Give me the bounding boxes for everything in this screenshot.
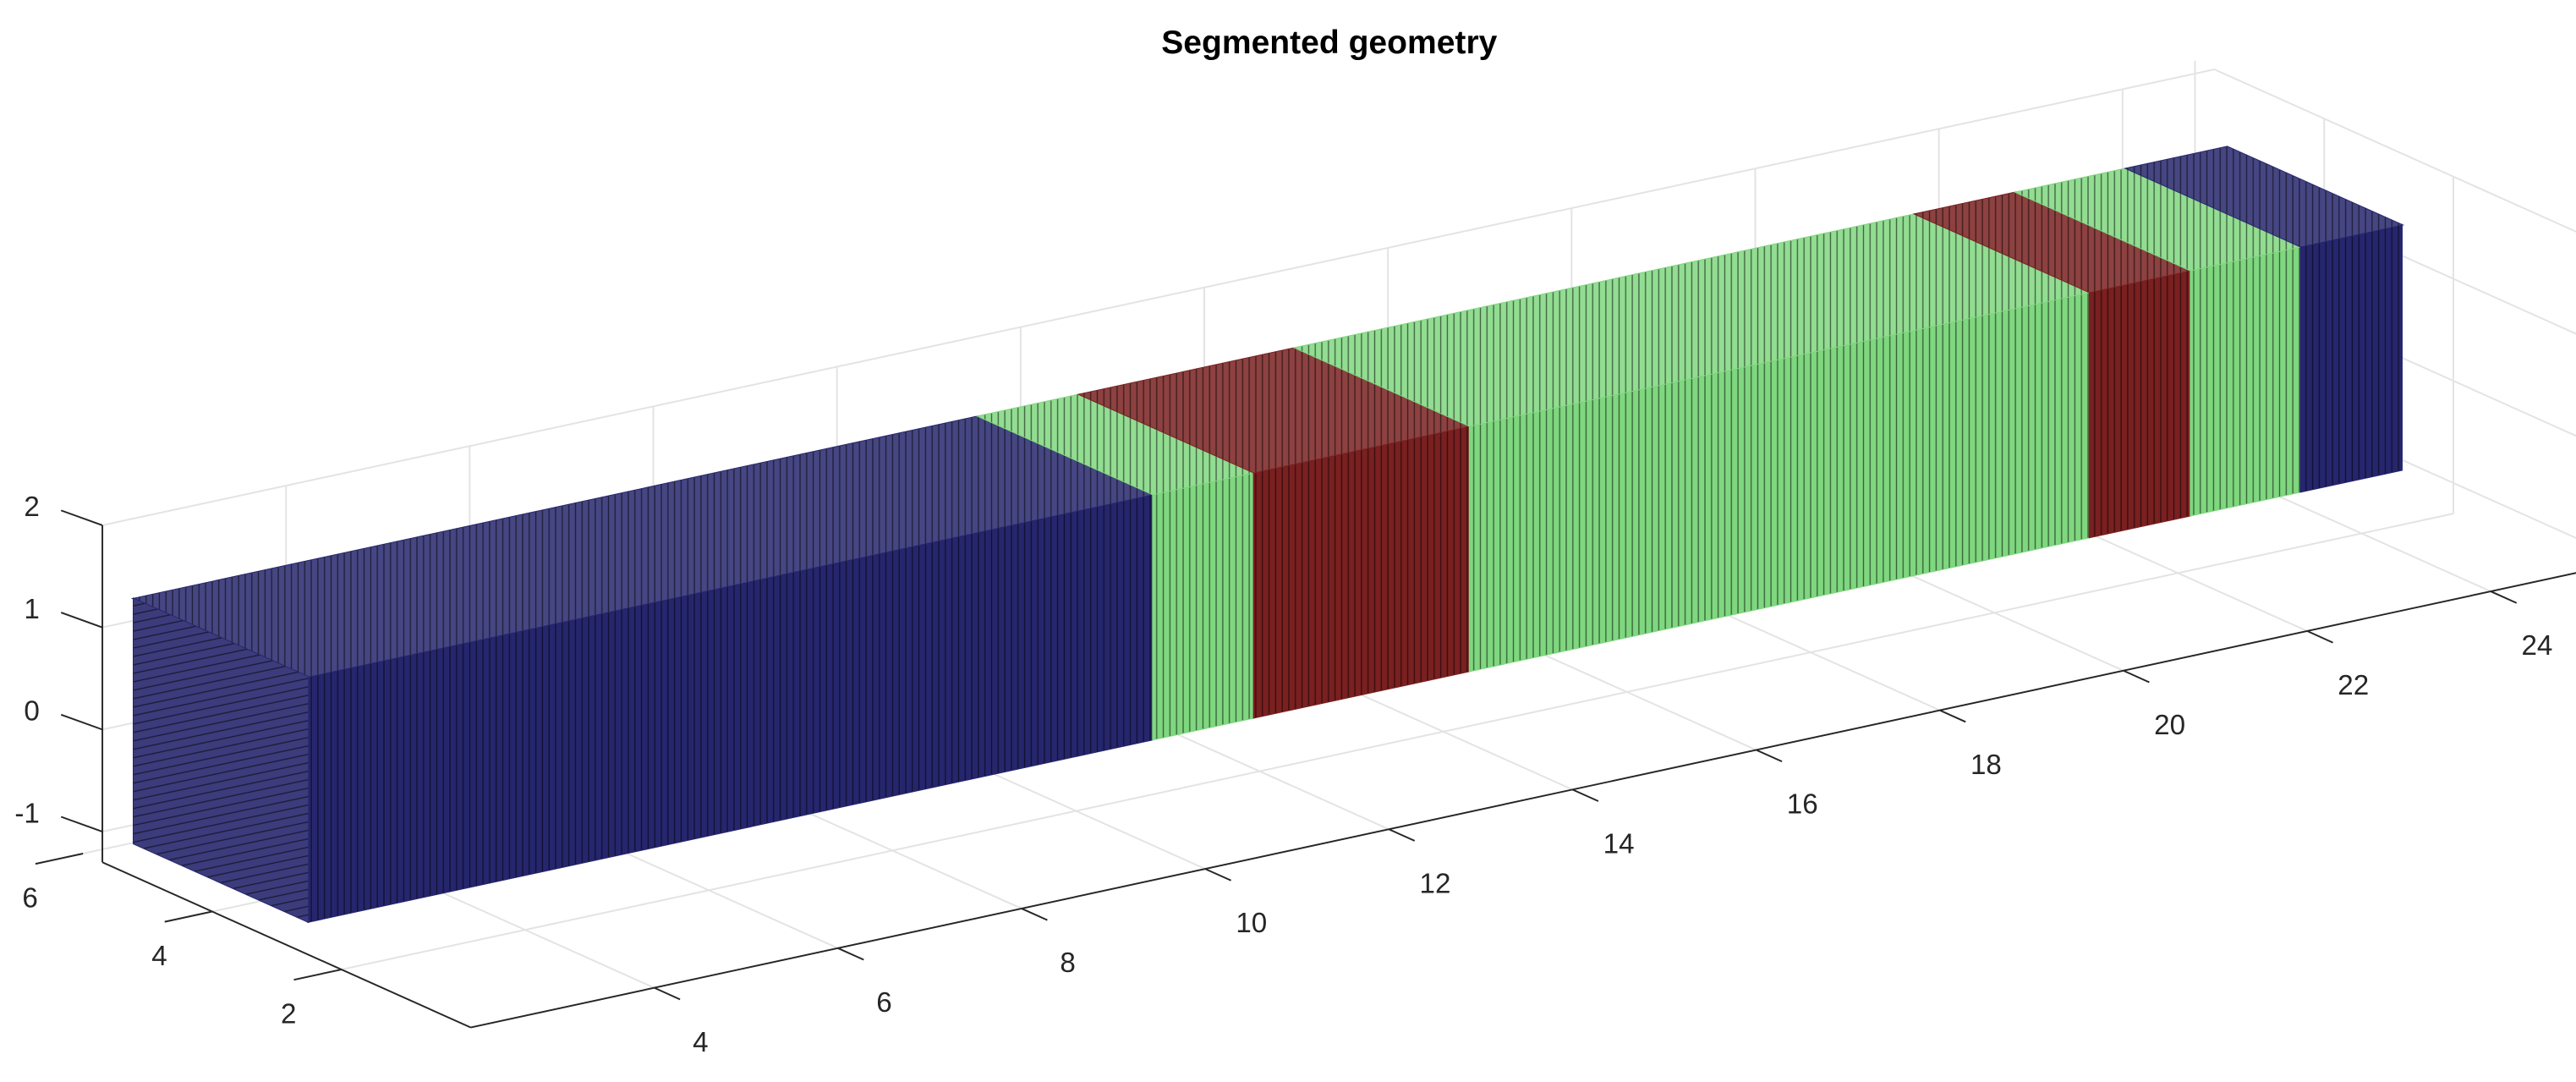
- z-tick-label: 0: [24, 696, 39, 728]
- x-tick-label: 6: [876, 987, 891, 1019]
- x-tick-label: 16: [1787, 789, 1818, 821]
- z-tick: [60, 509, 103, 526]
- x-tick-label: 14: [1603, 829, 1635, 860]
- y-tick: [35, 853, 84, 865]
- z-tick-label: 2: [24, 492, 39, 523]
- segment-front-mesh: [2300, 224, 2403, 492]
- x-tick-label: 12: [1419, 868, 1450, 899]
- x-tick: [2306, 630, 2333, 644]
- x-tick-label: 18: [1970, 750, 2002, 781]
- chart-title: Segmented geometry: [1161, 25, 1497, 61]
- z-tick: [60, 816, 103, 832]
- x-tick: [2490, 590, 2518, 604]
- y-tick: [164, 910, 213, 923]
- z-grid-line: [101, 69, 2215, 526]
- x-tick: [1021, 908, 1048, 921]
- segment-top-mesh: [2015, 168, 2301, 271]
- x-tick: [1572, 788, 1599, 802]
- segment-top-mesh: [1079, 348, 1470, 473]
- y-tick: [293, 969, 342, 981]
- segment-top-mesh: [978, 394, 1254, 495]
- segment-front-mesh: [308, 494, 1154, 922]
- x-tick-label: 24: [2521, 630, 2552, 662]
- segment-top-mesh: [133, 416, 1154, 678]
- z-grid-line: [2213, 69, 2576, 233]
- segment-front-mesh: [1253, 426, 1470, 718]
- segment-end-mesh: [133, 598, 309, 922]
- x-tick: [1204, 868, 1231, 882]
- x-axis-line: [470, 572, 2576, 1029]
- z-tick-label: -1: [14, 798, 40, 829]
- segment-front-mesh: [2089, 270, 2191, 538]
- x-tick-label: 4: [693, 1027, 708, 1058]
- z-tick: [60, 713, 103, 731]
- segment-front-mesh: [1153, 472, 1254, 740]
- segment-front-mesh: [1469, 292, 2090, 672]
- y-tick-label: 4: [151, 941, 167, 972]
- x-tick-label: 8: [1060, 947, 1075, 979]
- x-tick: [1939, 709, 1966, 723]
- x-tick-label: 10: [1236, 908, 1267, 939]
- y-tick-label: 6: [22, 882, 37, 914]
- tube: [130, 146, 2405, 924]
- x-tick: [1756, 749, 1783, 763]
- x-tick-label: 22: [2338, 670, 2369, 701]
- z-tick-label: 1: [24, 594, 39, 625]
- y-grid-line: [341, 513, 2454, 970]
- segment-top-mesh: [1915, 192, 2191, 293]
- segment-top-mesh: [2126, 146, 2403, 247]
- z-tick: [60, 612, 103, 629]
- y-tick-label: 2: [281, 998, 296, 1030]
- segment-front-mesh: [2190, 246, 2301, 516]
- x-tick-label: 20: [2154, 710, 2185, 741]
- x-tick: [2123, 669, 2150, 684]
- segment-top-mesh: [1295, 214, 2090, 426]
- x-tick: [654, 986, 681, 1001]
- y-axis-line: [101, 861, 471, 1029]
- x-tick: [1388, 828, 1416, 842]
- x-tick: [837, 947, 864, 961]
